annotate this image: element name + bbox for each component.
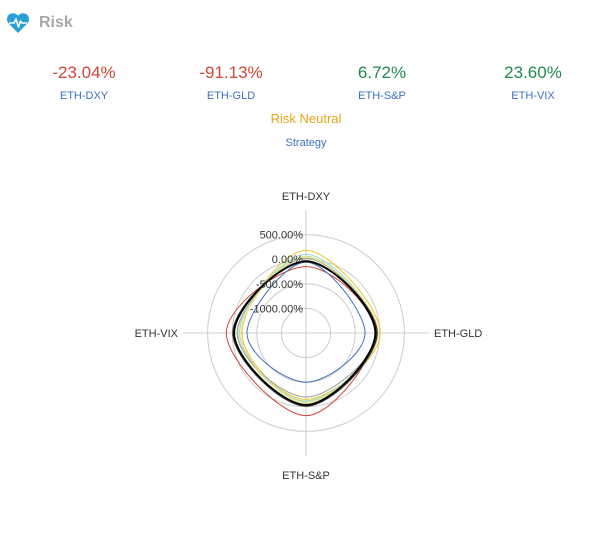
risk-header: Risk [6,8,73,38]
tick-label: -500.00% [256,279,303,291]
heart-pulse-icon [6,13,30,33]
tick-label: 0.00% [272,254,303,266]
axis-label: ETH-DXY [282,191,331,203]
series-line [240,256,379,404]
series-line [246,261,366,383]
metric-eth-vix: 23.60% ETH-VIX [458,62,608,103]
metric-eth-gld: -91.13% ETH-GLD [156,62,306,103]
metric-eth-sp: 6.72% ETH-S&P [307,62,457,103]
axis-label: ETH-GLD [434,328,482,340]
metric-value: 6.72% [357,63,407,82]
metric-value: -23.04% [52,63,116,82]
axis-label: ETH-S&P [282,470,330,482]
metric-label: ETH-GLD [206,90,256,102]
risk-mode-label: Risk Neutral [270,111,342,126]
metric-eth-dxy: -23.04% ETH-DXY [9,62,159,103]
correlation-metrics: -23.04% ETH-DXY -91.13% ETH-GLD 6.72% ET… [0,62,612,112]
metric-label: ETH-S&P [358,90,406,102]
axis-label: ETH-VIX [135,328,179,340]
series-line [233,260,377,406]
strategy-link[interactable]: Strategy [285,137,327,149]
page-title: Risk [39,14,73,31]
tick-label: 500.00% [260,230,304,242]
tick-label: -1000.00% [250,303,303,315]
metric-label: ETH-VIX [511,90,555,102]
metric-value: -91.13% [199,63,263,82]
metric-label: ETH-DXY [59,90,109,102]
metric-value: 23.60% [504,63,562,82]
